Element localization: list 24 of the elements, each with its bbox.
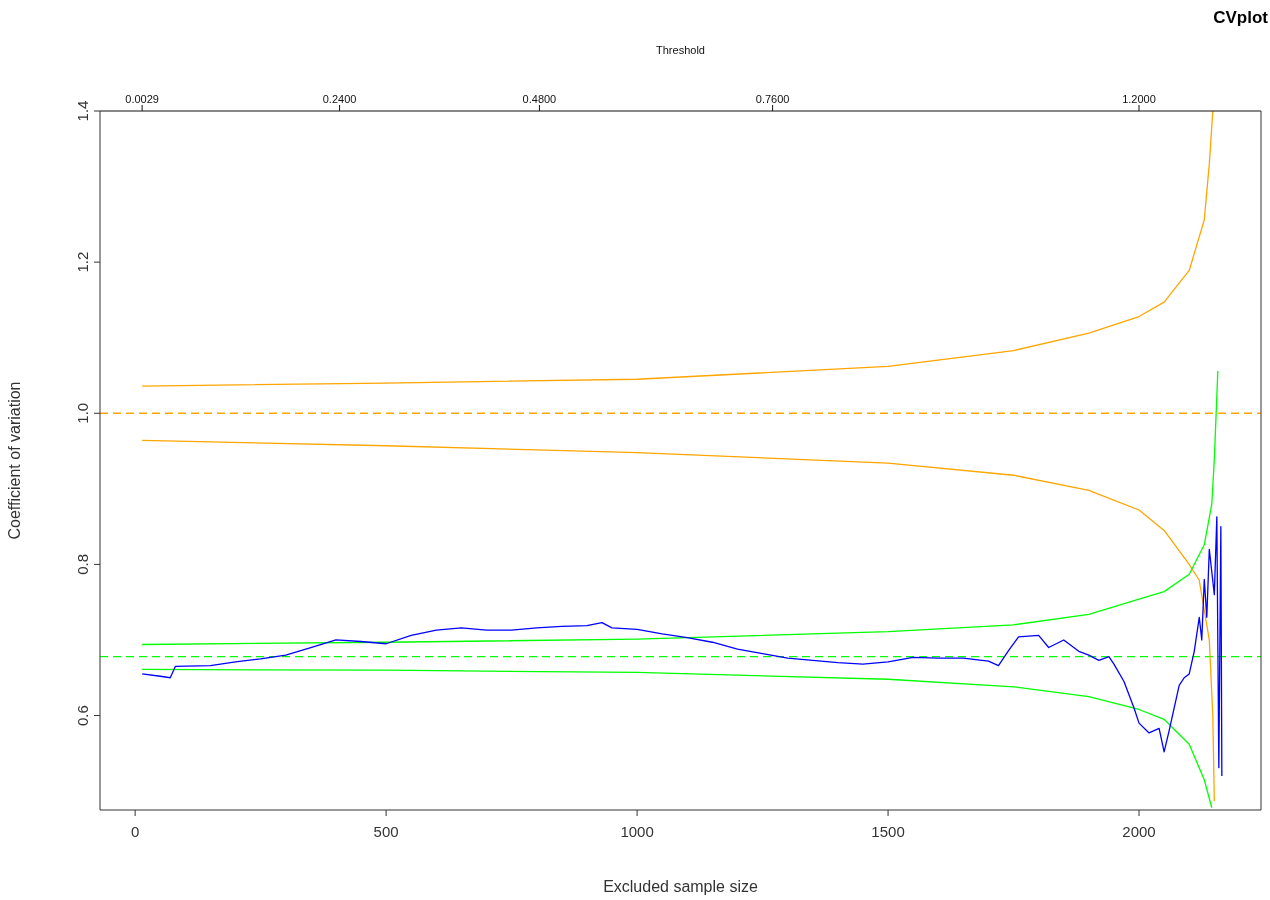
y-tick-label: 1.4	[74, 100, 91, 122]
line-series	[141, 516, 1223, 777]
line-series	[141, 668, 1213, 809]
x2-tick-label: 0.4800	[522, 93, 557, 105]
x2-axis-title: Threshold	[656, 43, 705, 56]
line-series	[141, 439, 1215, 802]
x2-tick-label: 0.2400	[322, 93, 357, 105]
x2-tick-label: 0.0029	[125, 93, 159, 105]
x-axis-title: Excluded sample size	[603, 878, 758, 895]
y-axis-title: Coefficient of variation	[5, 381, 23, 540]
x-tick-label: 1500	[871, 822, 905, 840]
chart-title: CVplot	[1213, 8, 1268, 28]
x2-tick-label: 1.2000	[1122, 93, 1156, 105]
line-series	[141, 370, 1219, 646]
y-tick-label: 1.2	[74, 251, 91, 273]
line-series	[141, 111, 1214, 387]
x-tick-label: 1000	[620, 822, 654, 840]
y-tick-label: 0.6	[74, 705, 91, 726]
y-tick-label: 1.0	[74, 402, 91, 424]
y-tick-label: 0.8	[74, 553, 91, 575]
x2-tick-label: 0.7600	[755, 93, 790, 105]
x-tick-label: 500	[373, 822, 399, 840]
x-tick-label: 0	[130, 822, 140, 840]
x-tick-label: 2000	[1122, 822, 1156, 840]
